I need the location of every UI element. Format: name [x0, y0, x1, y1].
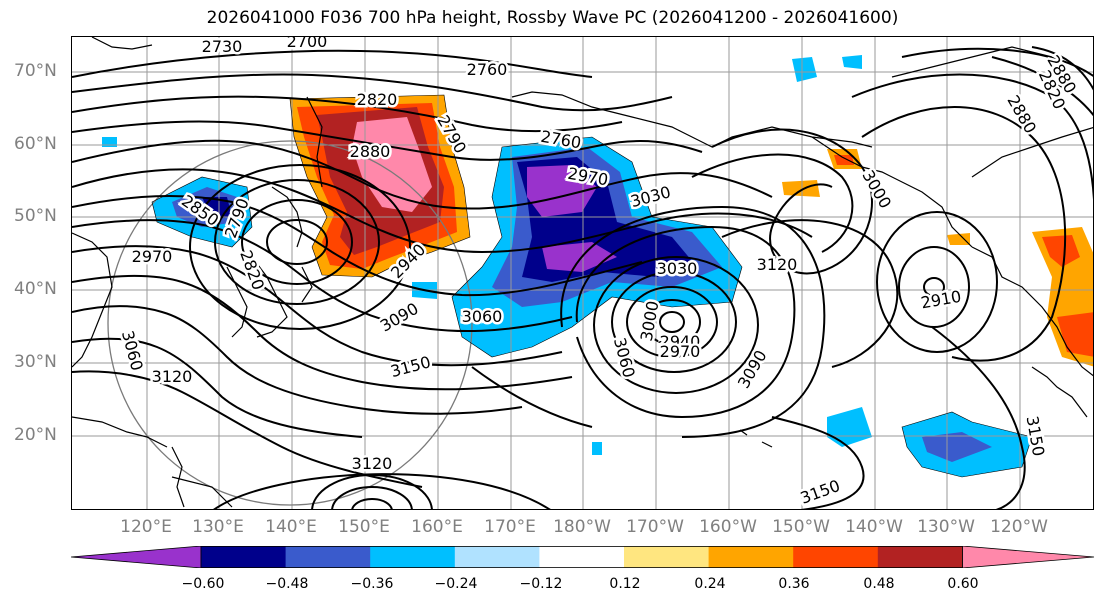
lon-label: 130°W: [917, 517, 975, 537]
lon-label: 120°W: [990, 517, 1048, 537]
lon-label: 150°W: [772, 517, 830, 537]
contour-label: 2880: [1003, 92, 1040, 137]
contour-label-halo: 2760: [467, 60, 508, 79]
lat-label-50: 50°N: [14, 206, 57, 226]
contour-label: 2730: [202, 37, 243, 56]
colorbar-extend-low: [71, 546, 202, 568]
lon-label: 170°W: [626, 517, 684, 537]
contour-label: 2700: [287, 37, 328, 51]
lon-label: 140°E: [265, 517, 317, 537]
map-panel: 2730 2730 2700 2700 2760 2760 2820 2820 2790 2790…: [71, 36, 1094, 510]
anomaly-outlines: [151, 94, 1033, 478]
contour-label-halo: 2700: [287, 37, 328, 51]
lon-label: 160°W: [699, 517, 757, 537]
contour-label-halo: 2820: [357, 90, 398, 109]
contour-label-halo: 2970: [132, 247, 173, 266]
contour-label: 3090: [377, 299, 422, 336]
colorbar-segment: [793, 546, 879, 568]
contour-label: 2820: [357, 90, 398, 109]
colorbar-tick: −0.12: [519, 576, 563, 592]
contour-label: 3150: [388, 352, 432, 381]
colorbar-segment: [877, 546, 963, 568]
colorbar-tick: 0.36: [778, 576, 810, 592]
contour-label: 2760: [467, 60, 508, 79]
contour-label-halo: 3060: [462, 307, 503, 326]
map-title: 2026041000 F036 700 hPa height, Rossby W…: [206, 8, 899, 28]
lon-label: 130°E: [192, 517, 244, 537]
colorbar: [71, 546, 1095, 568]
contour-label-halo: 2880: [350, 142, 391, 161]
lat-label-70: 70°N: [14, 61, 57, 81]
contour-label-halo: 3120: [352, 454, 393, 473]
lon-label: 180°W: [553, 517, 611, 537]
lat-label-20: 20°N: [14, 425, 57, 445]
contour-label: 2970: [660, 342, 701, 361]
contour-label-halo: 3120: [152, 367, 193, 386]
colorbar-tick: 0.24: [694, 576, 726, 592]
contour-label: 2940: [660, 332, 701, 351]
contour-label: 3120: [152, 367, 193, 386]
contour-label-halo: 2940: [660, 332, 701, 351]
colorbar-segment: [624, 546, 710, 568]
contour-label: 2880: [350, 142, 391, 161]
contour-label-halo: 3120: [757, 255, 798, 274]
lat-label-40: 40°N: [14, 279, 57, 299]
colorbar-tick: 0.48: [863, 576, 895, 592]
colorbar-tick: 0.12: [609, 576, 641, 592]
colorbar-tick: 0.60: [947, 576, 979, 592]
colorbar-segment: [201, 546, 287, 568]
lon-label: 170°E: [484, 517, 536, 537]
contour-label: 2820: [236, 248, 268, 293]
contour-label-halo: 3030: [657, 259, 698, 278]
colorbar-segment: [370, 546, 456, 568]
colorbar-tick: −0.24: [434, 576, 478, 592]
height-contours: [72, 46, 1093, 509]
colorbar-segment: [539, 546, 625, 568]
contour-label-halo: 2970: [660, 342, 701, 361]
range-circle: [107, 140, 473, 506]
contour-label: 3000: [858, 167, 895, 212]
contour-label: 3060: [118, 328, 147, 372]
colorbar-extend-high: [962, 546, 1095, 568]
colorbar-tick: −0.36: [350, 576, 394, 592]
colorbar-tick: −0.60: [181, 576, 225, 592]
contour-label-halo: 2730: [202, 37, 243, 56]
contour-label: 3030: [657, 259, 698, 278]
contour-label: 3060: [462, 307, 503, 326]
lat-label-30: 30°N: [14, 352, 57, 372]
colorbar-tick: −0.48: [265, 576, 309, 592]
lon-label: 150°E: [338, 517, 390, 537]
colorbar-segment: [708, 546, 794, 568]
lat-label-60: 60°N: [14, 134, 57, 154]
lon-label: 140°W: [845, 517, 903, 537]
contour-label: 2970: [132, 247, 173, 266]
colorbar-segment: [285, 546, 371, 568]
contour-label: 3120: [757, 255, 798, 274]
colorbar-border: [200, 546, 963, 568]
contour-label: 3000: [637, 299, 663, 342]
lon-label: 120°E: [120, 517, 172, 537]
lon-label: 160°E: [411, 517, 463, 537]
colorbar-segment: [454, 546, 540, 568]
contour-label: 3120: [352, 454, 393, 473]
